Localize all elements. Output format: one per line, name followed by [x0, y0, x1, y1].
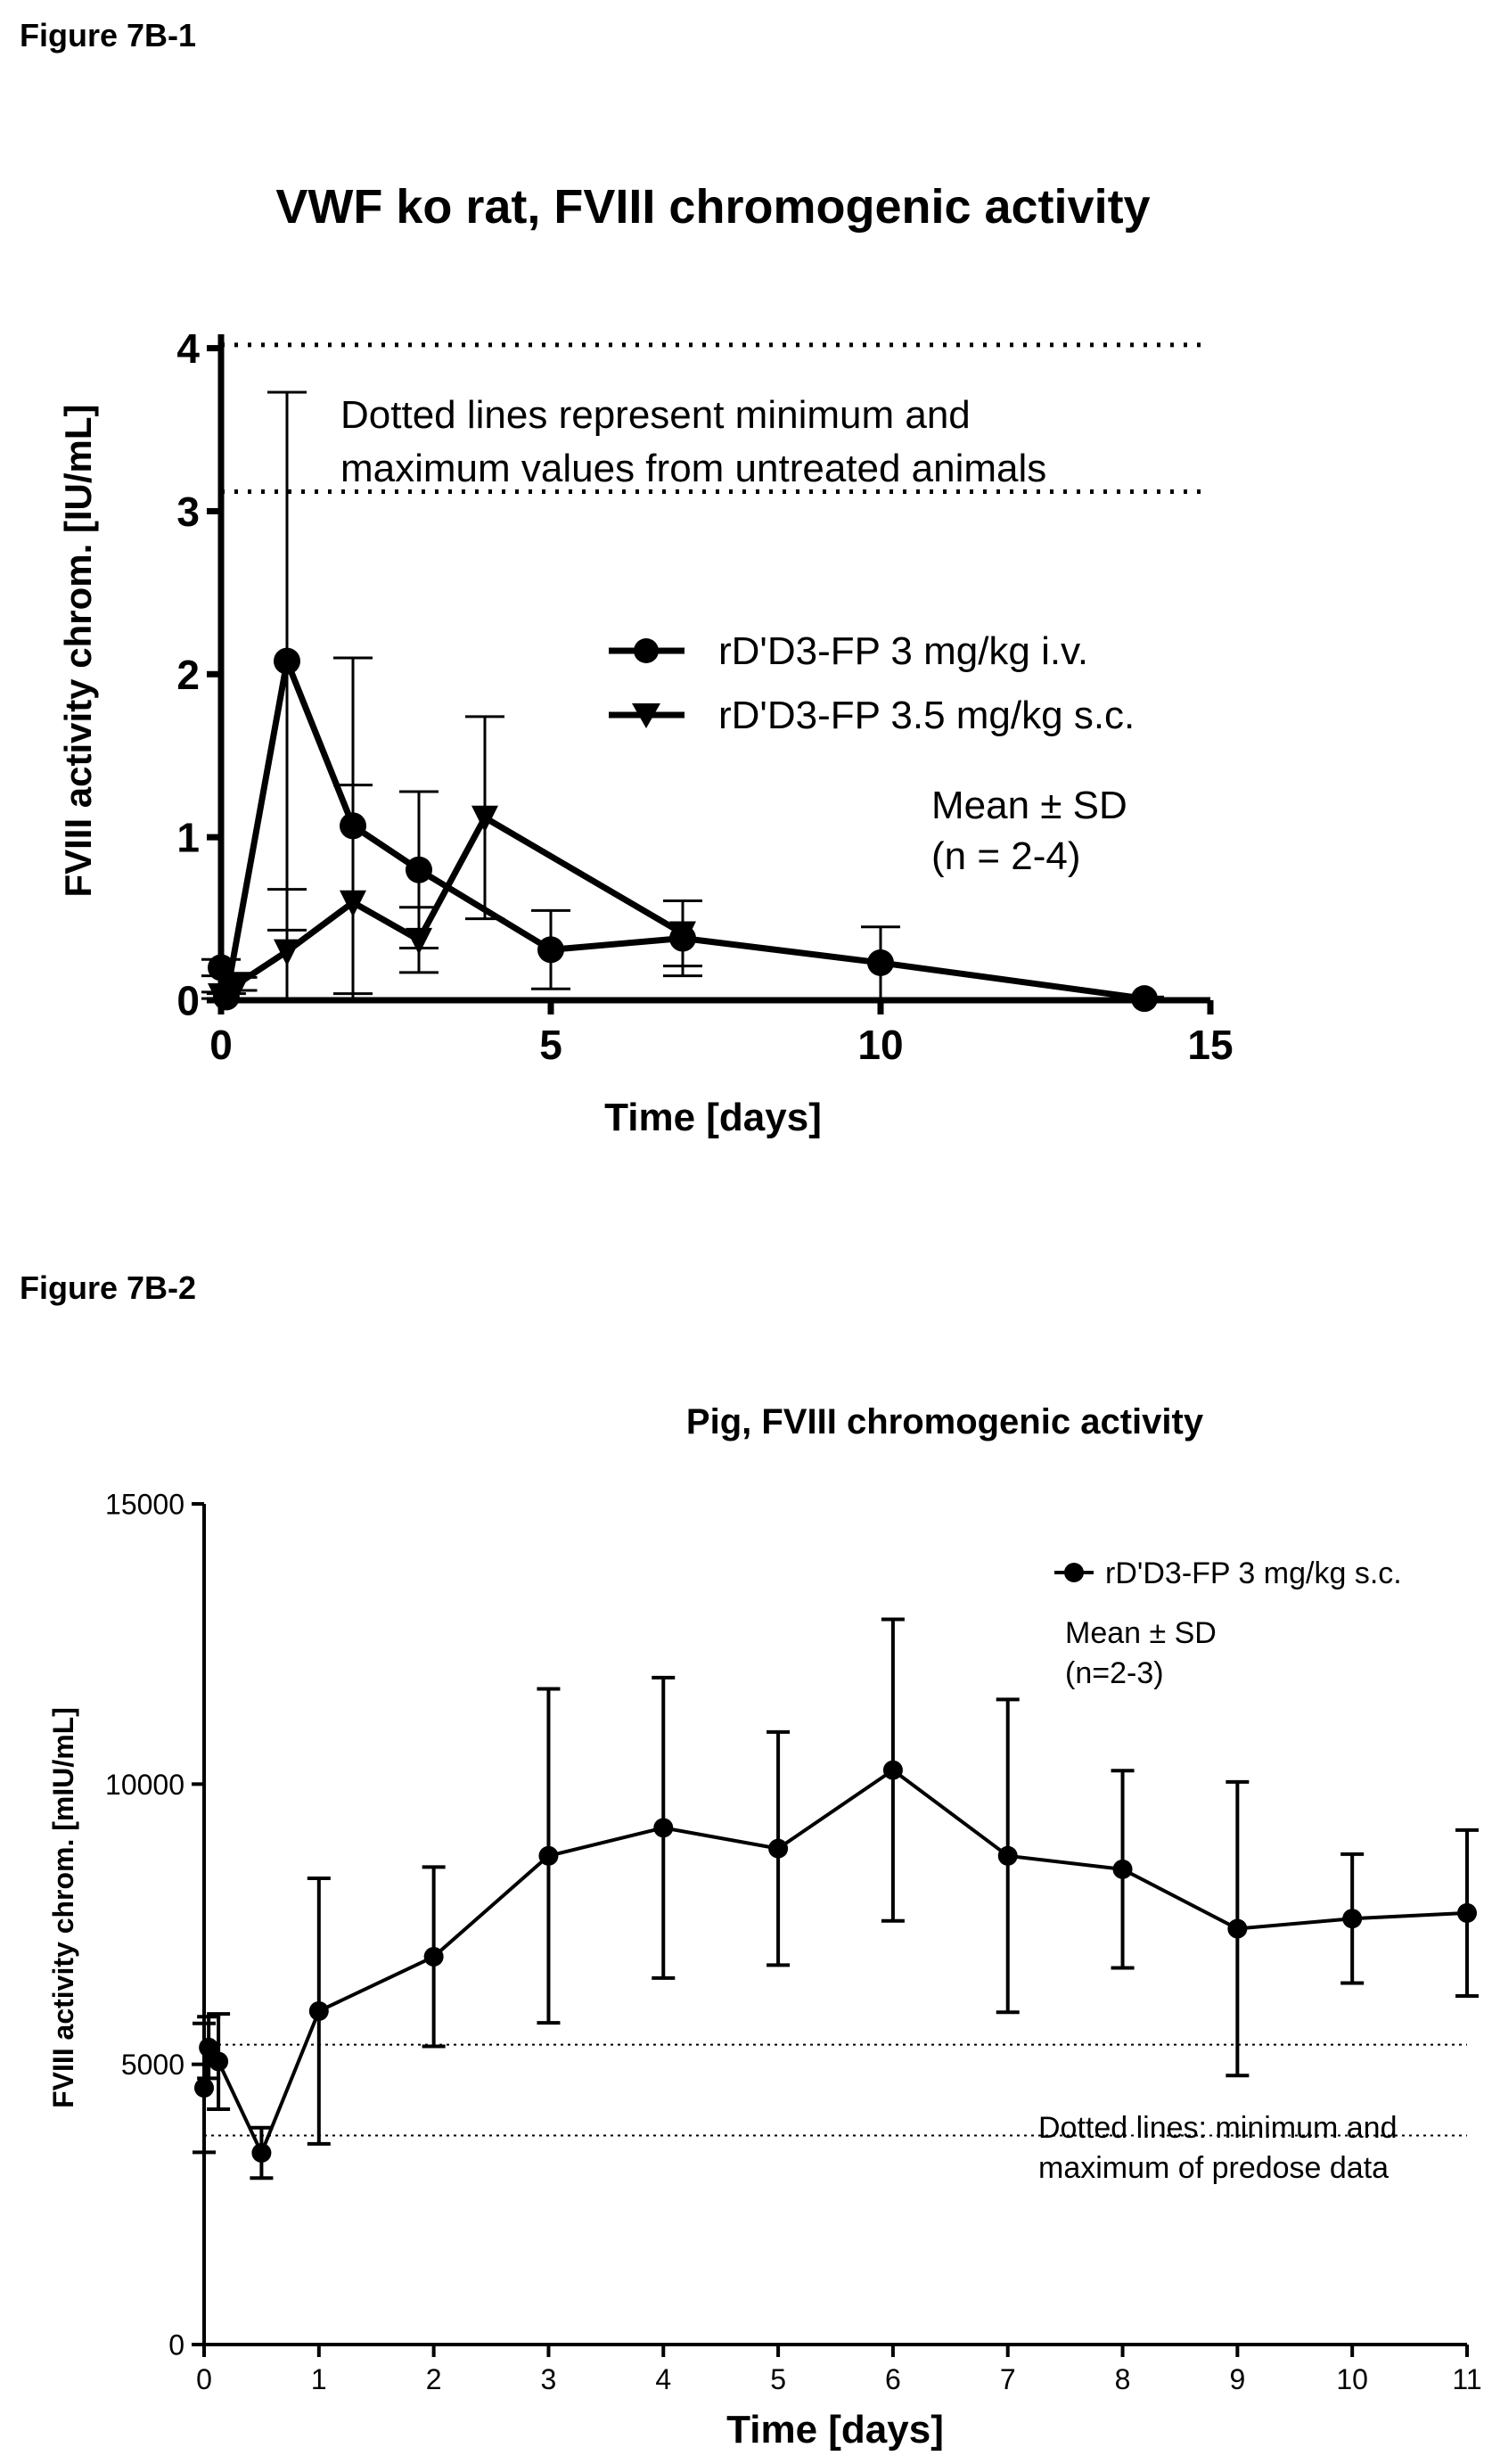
- figure-label-1: Figure 7B-1: [20, 17, 196, 53]
- chart1-y-tick-label: 2: [176, 652, 200, 698]
- chart1-note-line2: maximum values from untreated animals: [340, 447, 1046, 490]
- chart2-y-axis-label: FVIII activity chrom. [mIU/mL]: [47, 1707, 79, 2108]
- chart2-x-tick-label: 1: [311, 2363, 327, 2395]
- chart1-legend-circle-marker: [634, 638, 659, 663]
- chart1-stats-note: Mean ± SD: [931, 784, 1127, 827]
- chart2-x-tick-label: 0: [196, 2363, 212, 2395]
- chart2-y-tick-label: 10000: [105, 1769, 184, 1801]
- chart2-series-0-point: [997, 1845, 1018, 1866]
- chart1-n-note: (n = 2-4): [931, 834, 1081, 878]
- chart2-series-0-point: [1227, 1918, 1248, 1939]
- chart1-series-1-point: [224, 972, 251, 999]
- chart2-series-0-point: [882, 1760, 903, 1780]
- chart2-series-0-point: [194, 2078, 214, 2099]
- chart2-dotted-note-line2: maximum of predose data: [1038, 2151, 1389, 2185]
- chart1-y-axis-label: FVIII activity chrom. [IU/mL]: [57, 404, 99, 897]
- chart1-y-tick-label: 1: [176, 815, 200, 861]
- chart1-series-1-point: [274, 939, 300, 966]
- chart2-legend: rD'D3-FP 3 mg/kg s.c.: [1054, 1556, 1402, 1590]
- chart2-dotted-note-line1: Dotted lines: minimum and: [1038, 2111, 1398, 2145]
- chart2-y-tick-label: 5000: [121, 2049, 184, 2081]
- chart2-series-0-point: [653, 1818, 674, 1838]
- chart2-x-axis-label: Time [days]: [726, 2408, 944, 2452]
- chart1-x-tick-label: 10: [857, 1022, 903, 1068]
- chart1-x-tick-label: 15: [1187, 1022, 1233, 1068]
- chart2-x-tick-label: 10: [1336, 2363, 1368, 2395]
- chart1-series-0-point: [274, 647, 300, 675]
- chart2-title: Pig, FVIII chromogenic activity: [686, 1402, 1204, 1441]
- chart2-n-note: (n=2-3): [1065, 1656, 1164, 1690]
- chart1-series-1-point: [406, 927, 432, 955]
- chart2-series-0-point: [209, 2051, 229, 2072]
- chart2-series-0-point: [538, 1845, 559, 1866]
- chart1-series-0-point: [537, 936, 564, 964]
- chart1-series-1-point: [669, 921, 696, 949]
- chart2-stats-note: Mean ± SD: [1065, 1616, 1217, 1650]
- chart1-y-tick-label: 3: [176, 489, 200, 535]
- chart1-legend-label-iv: rD'D3-FP 3 mg/kg i.v.: [718, 629, 1088, 673]
- chart2-series-0-point: [423, 1946, 444, 1967]
- chart2-series-0-point: [199, 2037, 219, 2057]
- chart2-x-tick-label: 5: [770, 2363, 786, 2395]
- chart2-series-0-point: [1112, 1859, 1133, 1879]
- chart2-x-tick-label: 7: [1000, 2363, 1016, 2395]
- chart2-x-tick-label: 6: [885, 2363, 901, 2395]
- chart2-y-tick-label: 15000: [105, 1489, 184, 1521]
- chart2-x-tick-label: 4: [655, 2363, 671, 2395]
- chart1-legend: rD'D3-FP 3 mg/kg i.v. rD'D3-FP 3.5 mg/kg…: [609, 629, 1135, 737]
- chart1-title: VWF ko rat, FVIII chromogenic activity: [275, 180, 1150, 234]
- chart1-x-tick-label: 0: [209, 1022, 233, 1068]
- chart1-x-axis-label: Time [days]: [604, 1096, 822, 1139]
- chart1-series-0-point: [1131, 985, 1158, 1013]
- chart2-x-tick-label: 11: [1452, 2363, 1481, 2395]
- chart2-x-tick-label: 2: [426, 2363, 442, 2395]
- chart2-legend-label: rD'D3-FP 3 mg/kg s.c.: [1105, 1556, 1402, 1590]
- chart2-legend-circle-marker: [1064, 1563, 1084, 1582]
- chart2-y-tick-label: 0: [168, 2329, 184, 2361]
- chart2-series-0-point: [251, 2142, 272, 2163]
- chart2-plot-area: 0 5000 10000 15000 0 1 2 3 4 5 6 7 8 9 10 11: [105, 1489, 1482, 2395]
- chart1-y-tick-label: 0: [176, 978, 200, 1024]
- chart2-x-tick-label: 3: [541, 2363, 557, 2395]
- chart1-plot-area: 0 1 2 3 4 0 5 10 15: [176, 325, 1233, 1068]
- figure-label-2: Figure 7B-2: [20, 1269, 196, 1306]
- chart2-series-0-point: [768, 1838, 789, 1859]
- chart2-series-0-point: [308, 2000, 329, 2021]
- chart2-x-tick-label: 8: [1115, 2363, 1131, 2395]
- chart1-y-tick-label: 4: [176, 325, 200, 372]
- chart2-series-0-point: [1457, 1902, 1477, 1923]
- chart1-series-1-line: [219, 814, 685, 998]
- chart1-x-tick-label: 5: [539, 1022, 562, 1068]
- chart1-legend-label-sc: rD'D3-FP 3.5 mg/kg s.c.: [718, 694, 1135, 737]
- chart1-series-1-point: [471, 805, 498, 833]
- chart2-series-0-line: [202, 1768, 1468, 2155]
- chart2-x-tick-label: 9: [1229, 2363, 1245, 2395]
- chart1-series-0-point: [406, 856, 432, 883]
- chart2-series-0-point: [1342, 1909, 1363, 1929]
- chart1-note-line1: Dotted lines represent minimum and: [340, 393, 971, 437]
- chart1-series-0-point: [867, 949, 894, 976]
- chart1-legend-triangle-marker: [632, 703, 660, 728]
- chart1-series-1-point: [340, 890, 366, 917]
